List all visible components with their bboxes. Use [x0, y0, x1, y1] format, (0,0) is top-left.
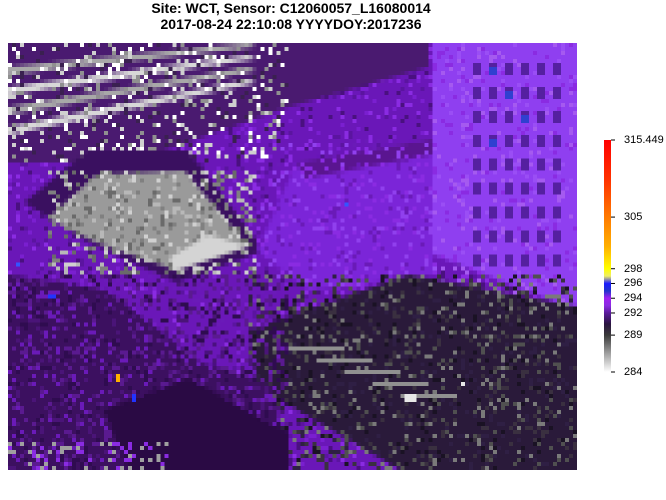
color-scale-tick-label: 315.449 — [624, 134, 664, 146]
color-scale-bar — [604, 139, 615, 373]
color-scale-gradient — [604, 140, 611, 372]
color-scale-tick-label: 296 — [624, 277, 643, 290]
color-scale-tick-label: 289 — [624, 329, 643, 342]
color-scale-tick-label: 294 — [624, 292, 643, 305]
color-scale-tick-label: 305 — [624, 211, 643, 224]
image-title-line-1: Site: WCT, Sensor: C12060057_L16080014 — [151, 0, 431, 16]
thermal-image — [8, 43, 577, 470]
color-scale-tick-label: 298 — [624, 262, 643, 275]
color-scale-tick-label: 284 — [624, 366, 643, 378]
image-title-line-2: 2017-08-24 22:10:08 YYYYDOY:2017236 — [160, 16, 422, 32]
color-scale-tick-label: 292 — [624, 306, 643, 319]
